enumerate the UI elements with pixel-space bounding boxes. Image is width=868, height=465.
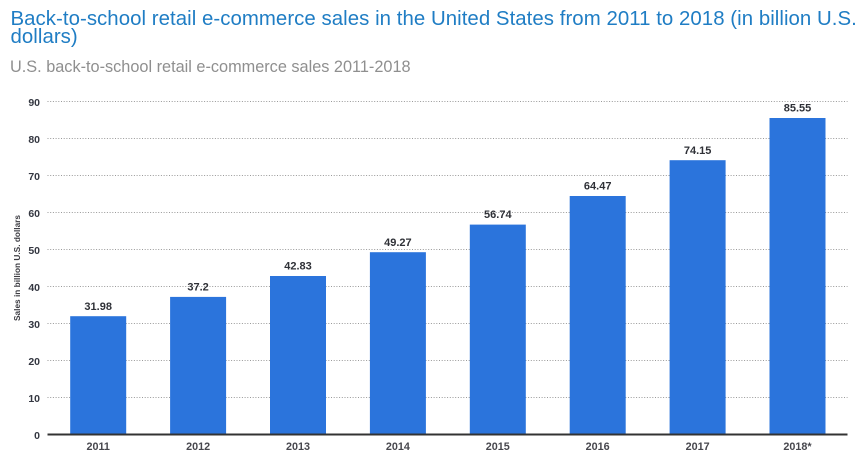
svg-text:20: 20	[28, 356, 40, 368]
svg-text:70: 70	[28, 171, 40, 183]
svg-text:90: 90	[28, 97, 40, 109]
svg-text:64.47: 64.47	[584, 181, 612, 193]
svg-text:2018*: 2018*	[783, 441, 812, 453]
svg-text:2014: 2014	[386, 441, 410, 453]
svg-text:2012: 2012	[186, 441, 210, 453]
svg-text:2016: 2016	[586, 441, 610, 453]
svg-text:80: 80	[28, 134, 40, 146]
svg-text:85.55: 85.55	[784, 103, 812, 115]
svg-text:50: 50	[28, 245, 40, 257]
svg-text:74.15: 74.15	[684, 145, 712, 157]
svg-text:10: 10	[28, 393, 40, 405]
svg-text:30: 30	[28, 319, 40, 331]
svg-text:2013: 2013	[286, 441, 310, 453]
svg-text:37.2: 37.2	[187, 282, 208, 294]
svg-text:Sales in billion U.S. dollars: Sales in billion U.S. dollars	[12, 215, 22, 321]
svg-text:2015: 2015	[486, 441, 510, 453]
svg-text:40: 40	[28, 282, 40, 294]
svg-text:2017: 2017	[686, 441, 710, 453]
svg-text:2011: 2011	[86, 441, 109, 453]
svg-text:56.74: 56.74	[484, 209, 512, 221]
svg-text:42.83: 42.83	[284, 261, 312, 273]
svg-text:60: 60	[28, 208, 40, 220]
svg-text:49.27: 49.27	[384, 237, 412, 249]
svg-text:0: 0	[34, 430, 40, 442]
svg-text:31.98: 31.98	[84, 301, 112, 313]
